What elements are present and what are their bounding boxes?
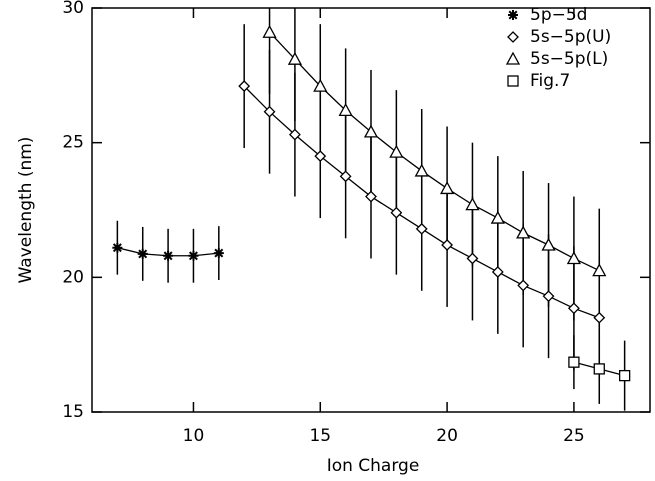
y-tick-label: 15 [62, 402, 84, 422]
x-tick-label: 25 [563, 426, 585, 446]
x-tick-label: 10 [183, 426, 205, 446]
legend-marker [507, 31, 519, 43]
x-axis-label: Ion Charge [327, 456, 420, 476]
marker [288, 128, 301, 141]
marker [363, 124, 379, 138]
marker [592, 263, 607, 277]
marker [188, 250, 199, 261]
marker [263, 105, 276, 118]
marker [618, 369, 631, 382]
marker [287, 51, 303, 65]
marker [213, 248, 224, 259]
marker [593, 363, 605, 375]
marker [262, 24, 277, 38]
legend-label: 5s−5p(U) [530, 27, 611, 47]
marker [389, 144, 404, 158]
marker [338, 102, 353, 116]
legend-label: 5p−5d [530, 5, 587, 25]
marker [137, 248, 148, 259]
marker [313, 78, 328, 92]
marker [516, 225, 531, 239]
marker [466, 252, 479, 265]
marker [465, 197, 480, 211]
x-tick-label: 15 [309, 426, 331, 446]
legend-marker [508, 10, 518, 20]
y-tick-label: 30 [62, 0, 84, 18]
plot-area [112, 8, 631, 411]
y-tick-label: 25 [62, 133, 84, 153]
marker [441, 239, 454, 251]
marker [541, 237, 556, 251]
legend-marker [505, 51, 521, 65]
marker [415, 222, 428, 235]
marker [566, 251, 582, 265]
marker [490, 210, 505, 224]
marker [593, 311, 606, 324]
marker [314, 150, 327, 163]
marker [542, 290, 555, 303]
x-tick-label: 20 [436, 426, 458, 446]
legend-label: Fig.7 [530, 71, 570, 91]
marker [517, 279, 530, 292]
marker [339, 170, 352, 183]
marker [365, 190, 377, 203]
marker [238, 80, 251, 93]
plot-frame [91, 7, 651, 413]
marker [390, 206, 403, 219]
marker [491, 266, 504, 278]
y-axis-label: Wavelength (nm) [16, 137, 36, 284]
y-tick-label: 20 [62, 267, 84, 287]
legend-marker [507, 75, 519, 87]
marker [112, 242, 123, 253]
marker [568, 356, 580, 368]
marker [163, 250, 174, 261]
marker [567, 302, 580, 315]
marker [439, 181, 455, 195]
marker [414, 163, 429, 177]
legend-label: 5s−5p(L) [530, 49, 608, 69]
